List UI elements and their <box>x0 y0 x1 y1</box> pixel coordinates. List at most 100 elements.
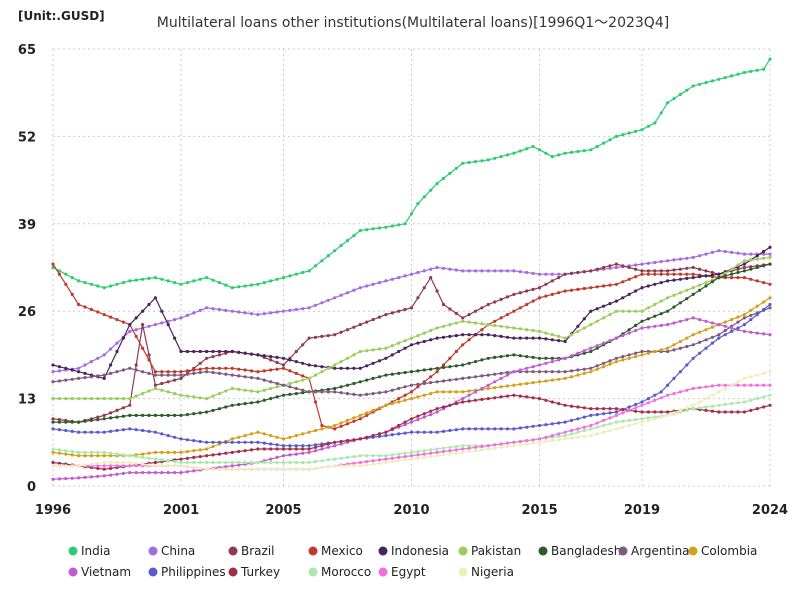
data-point <box>134 428 138 432</box>
data-point <box>377 432 382 436</box>
data-point <box>179 370 183 374</box>
data-point <box>493 443 497 447</box>
data-point <box>755 331 759 335</box>
data-point <box>390 427 394 431</box>
data-point <box>505 427 510 431</box>
data-point <box>211 370 215 375</box>
data-point <box>89 307 93 312</box>
data-point <box>422 339 426 344</box>
data-point <box>301 307 305 311</box>
data-point <box>281 393 286 397</box>
data-point <box>115 452 119 456</box>
data-point <box>288 369 292 373</box>
data-point <box>461 447 465 451</box>
data-point <box>224 440 228 444</box>
data-point <box>166 380 170 384</box>
data-point <box>147 451 151 455</box>
data-point <box>134 455 138 459</box>
data-point <box>608 339 612 343</box>
data-point <box>422 455 426 459</box>
data-point <box>198 448 202 452</box>
data-point <box>698 340 702 344</box>
data-point <box>486 158 490 162</box>
data-point <box>64 366 68 370</box>
data-point <box>691 356 695 360</box>
data-point <box>480 306 484 310</box>
data-point <box>518 439 522 444</box>
data-point <box>109 454 113 458</box>
legend-item: India <box>68 544 110 558</box>
data-point <box>179 450 183 454</box>
data-point <box>608 416 612 420</box>
data-point <box>377 347 382 351</box>
data-point <box>441 365 446 370</box>
data-point <box>275 460 279 465</box>
data-point <box>422 368 426 372</box>
legend-item: Vietnam <box>68 565 131 579</box>
data-point <box>512 151 516 155</box>
data-point <box>173 450 177 454</box>
data-point <box>416 395 420 399</box>
data-point <box>736 267 740 271</box>
data-point <box>461 161 465 165</box>
data-point <box>121 471 125 475</box>
data-point <box>704 328 708 332</box>
data-point <box>621 419 625 423</box>
data-point <box>326 465 330 469</box>
data-point <box>614 134 619 138</box>
data-point <box>454 428 458 432</box>
data-point <box>435 407 439 411</box>
data-point <box>595 407 599 411</box>
data-point <box>333 457 337 461</box>
data-point <box>768 333 772 337</box>
data-point <box>461 316 465 320</box>
data-point <box>249 460 254 465</box>
data-point <box>301 388 305 392</box>
data-point <box>589 349 593 354</box>
data-point <box>634 267 638 271</box>
data-point <box>691 272 695 276</box>
data-point <box>352 325 356 329</box>
data-point <box>301 444 305 448</box>
data-point <box>563 437 567 441</box>
data-point <box>269 311 273 315</box>
data-point <box>634 263 638 267</box>
data-point <box>390 277 394 281</box>
data-point <box>691 265 695 270</box>
data-point <box>358 366 362 370</box>
data-point <box>275 360 279 365</box>
data-point <box>51 477 55 481</box>
data-point <box>320 427 324 431</box>
data-point <box>627 277 631 281</box>
data-point <box>582 371 586 375</box>
data-point <box>339 424 343 428</box>
data-point <box>429 328 433 333</box>
data-point <box>653 260 657 265</box>
data-point <box>486 269 490 273</box>
data-point <box>51 380 55 384</box>
data-point <box>755 313 759 317</box>
data-point <box>576 351 580 355</box>
gridlines <box>52 48 771 487</box>
data-point <box>102 467 106 471</box>
legend-marker <box>308 546 318 556</box>
data-point <box>569 375 574 379</box>
data-point <box>557 276 561 280</box>
data-point <box>505 441 510 445</box>
data-point <box>339 439 343 444</box>
legend-label: Mexico <box>321 544 363 558</box>
data-point <box>422 452 426 456</box>
data-point <box>205 306 209 310</box>
data-point <box>569 436 574 440</box>
data-point <box>179 437 183 441</box>
data-point <box>121 453 125 457</box>
data-point <box>102 376 106 380</box>
data-point <box>173 378 177 382</box>
data-point <box>352 381 356 386</box>
data-point <box>429 276 433 280</box>
data-point <box>589 370 593 374</box>
legend-label: India <box>81 544 110 558</box>
data-point <box>147 353 151 357</box>
data-point <box>249 376 254 380</box>
